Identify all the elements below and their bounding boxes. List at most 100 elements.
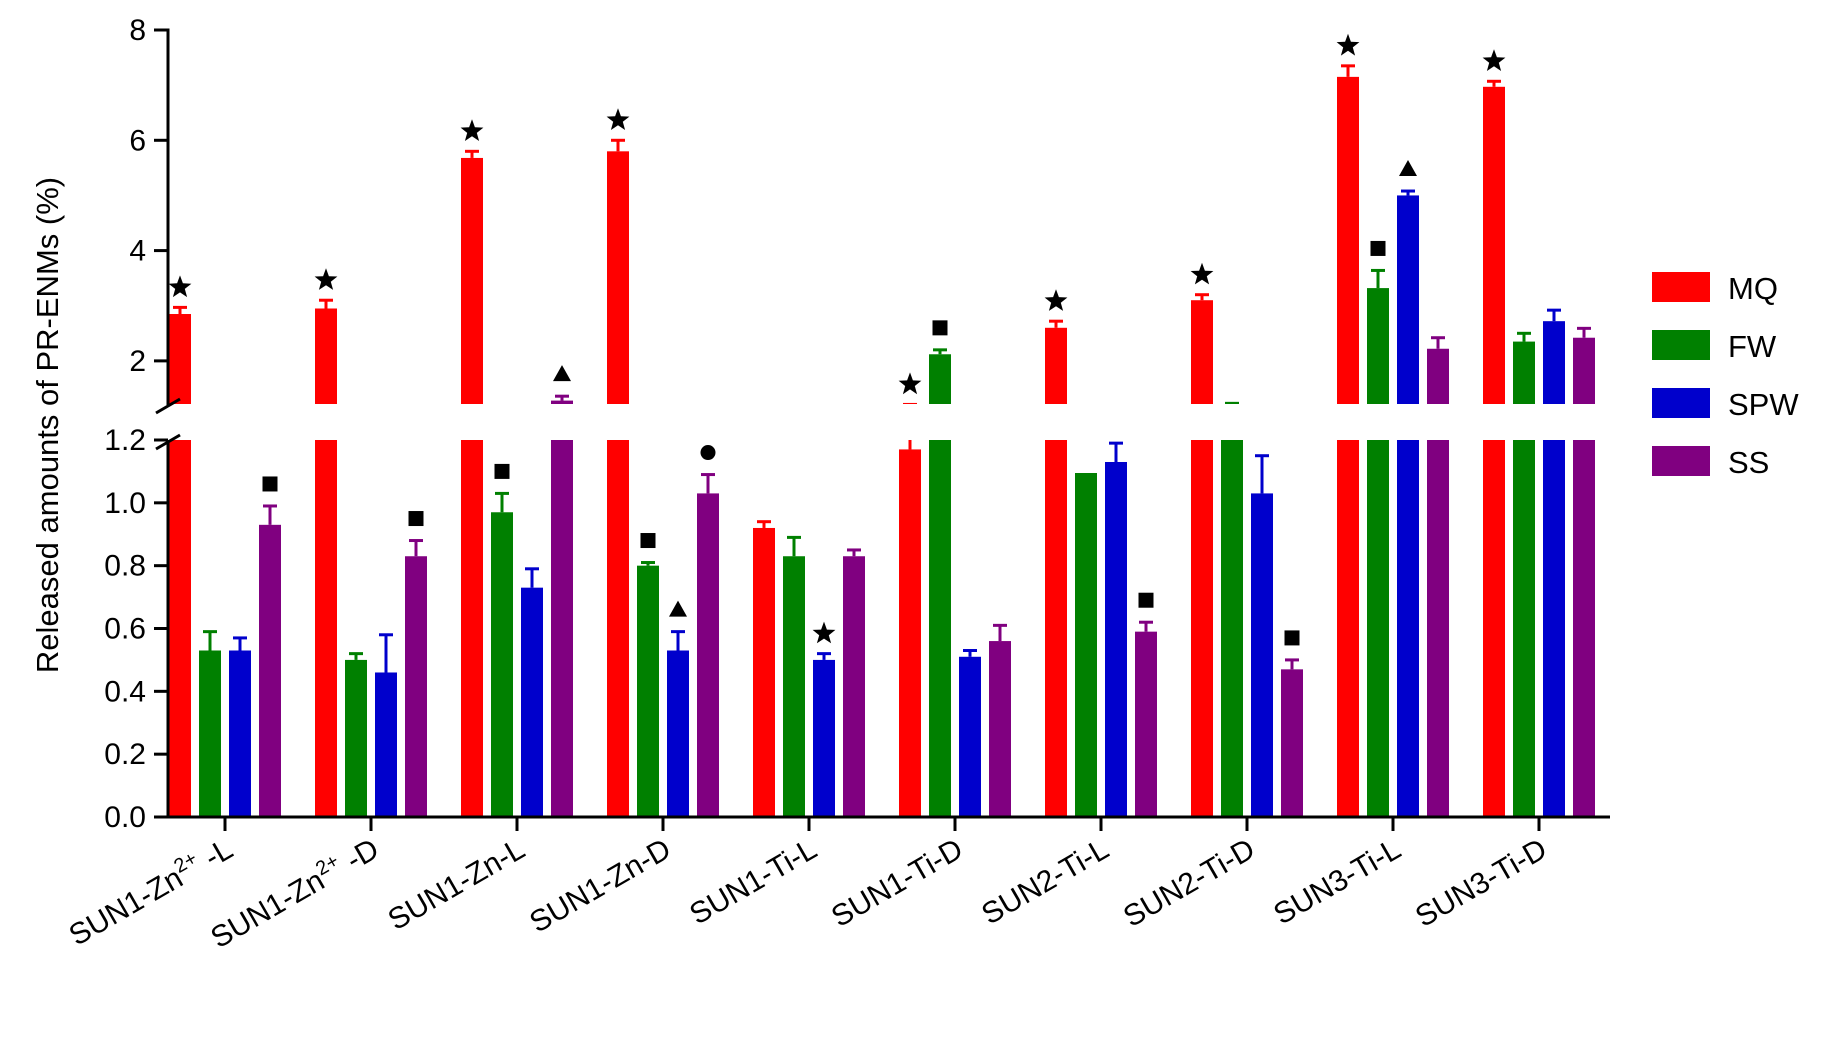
bar-fw-8 bbox=[1367, 288, 1389, 405]
marker-star-mq-1 bbox=[314, 268, 338, 290]
marker-triangle-spw-3 bbox=[669, 600, 687, 617]
marker-triangle-ss-2 bbox=[553, 365, 571, 382]
y-axis-title: Released amounts of PR-ENMs (%) bbox=[30, 177, 65, 673]
bar-spw-0 bbox=[229, 650, 251, 817]
y-tick-label-upper-3: 8 bbox=[129, 14, 146, 47]
bar-mq-0-lower bbox=[169, 440, 191, 817]
x-tick-label-9: SUN3-Ti-D bbox=[1410, 832, 1553, 933]
bar-ss-3 bbox=[697, 493, 719, 817]
legend-swatch-fw bbox=[1652, 330, 1710, 360]
y-tick-label-lower-1: 0.2 bbox=[104, 738, 146, 771]
bar-mq-7 bbox=[1191, 300, 1213, 405]
axis-break-gap bbox=[148, 404, 1610, 440]
marker-star-mq-6 bbox=[1044, 289, 1068, 311]
x-tick-label-6: SUN2-Ti-L bbox=[976, 832, 1114, 931]
bar-spw-9 bbox=[1543, 321, 1565, 405]
bar-mq-9 bbox=[1483, 86, 1505, 406]
marker-square-ss-1 bbox=[408, 511, 424, 527]
legend-label-ss: SS bbox=[1728, 445, 1769, 480]
marker-star-mq-9 bbox=[1482, 49, 1506, 71]
bar-mq-1-lower bbox=[315, 440, 337, 817]
bar-mq-0 bbox=[169, 314, 191, 405]
bar-mq-9-lower bbox=[1483, 440, 1505, 817]
bar-spw-6 bbox=[1105, 461, 1127, 817]
y-tick-label-upper-0: 2 bbox=[129, 345, 146, 378]
legend-label-fw: FW bbox=[1728, 329, 1777, 364]
bar-ss-4 bbox=[843, 556, 865, 817]
bar-mq-6 bbox=[1045, 327, 1067, 405]
bar-ss-2 bbox=[551, 400, 573, 405]
legend-label-mq: MQ bbox=[1728, 271, 1778, 306]
bar-mq-7-lower bbox=[1191, 440, 1213, 817]
marker-square-fw-2 bbox=[494, 463, 510, 479]
x-tick-label-5: SUN1-Ti-D bbox=[826, 832, 969, 933]
bar-ss-2-lower bbox=[551, 440, 573, 817]
bar-spw-3 bbox=[667, 650, 689, 817]
y-tick-label-lower-3: 0.6 bbox=[104, 613, 146, 646]
bar-mq-8 bbox=[1337, 76, 1359, 405]
x-tick-label-8: SUN3-Ti-L bbox=[1268, 832, 1406, 931]
bar-spw-8 bbox=[1397, 195, 1419, 405]
y-tick-label-lower-2: 0.4 bbox=[104, 675, 146, 708]
marker-star-mq-3 bbox=[606, 108, 630, 130]
marker-square-fw-3 bbox=[640, 533, 656, 549]
bar-ss-6 bbox=[1135, 631, 1157, 817]
bar-fw-8-lower bbox=[1367, 440, 1389, 817]
bar-ss-8 bbox=[1427, 348, 1449, 405]
bar-spw-5 bbox=[959, 656, 981, 817]
y-tick-label-upper-2: 6 bbox=[129, 124, 146, 157]
bar-spw-7 bbox=[1251, 493, 1273, 817]
bar-fw-6 bbox=[1075, 474, 1097, 817]
bar-spw-9-lower bbox=[1543, 440, 1565, 817]
marker-square-fw-8 bbox=[1370, 240, 1386, 256]
y-tick-label-lower-0: 0.0 bbox=[104, 801, 146, 834]
legend: MQ FW SPW SS bbox=[1652, 271, 1799, 480]
legend-label-spw: SPW bbox=[1728, 387, 1799, 422]
bar-fw-9 bbox=[1513, 341, 1535, 405]
marker-square-fw-5 bbox=[932, 320, 948, 336]
marker-star-mq-5 bbox=[898, 372, 922, 395]
bar-fw-9-lower bbox=[1513, 440, 1535, 817]
bar-mq-6-lower bbox=[1045, 440, 1067, 817]
y-tick-label-upper-1: 4 bbox=[129, 235, 146, 268]
y-tick-label-lower-5: 1.0 bbox=[104, 487, 146, 520]
bar-ss-0 bbox=[259, 524, 281, 817]
bars-layer bbox=[169, 64, 1595, 817]
bar-ss-9 bbox=[1573, 337, 1595, 405]
bar-fw-5 bbox=[929, 354, 951, 405]
legend-swatch-spw bbox=[1652, 388, 1710, 418]
bar-mq-4 bbox=[753, 527, 775, 817]
bar-mq-3-lower bbox=[607, 440, 629, 817]
marker-star-mq-0 bbox=[168, 275, 192, 298]
marker-star-mq-7 bbox=[1190, 262, 1214, 285]
bar-ss-8-lower bbox=[1427, 440, 1449, 817]
marker-star-mq-2 bbox=[460, 119, 484, 141]
bar-fw-3 bbox=[637, 565, 659, 817]
bar-fw-5-lower bbox=[929, 440, 951, 817]
bar-mq-5 bbox=[899, 449, 921, 817]
bar-spw-4 bbox=[813, 659, 835, 817]
bar-fw-7 bbox=[1221, 440, 1243, 817]
marker-square-ss-6 bbox=[1138, 592, 1154, 608]
y-tick-label-lower-6: 1.2 bbox=[104, 424, 146, 457]
bar-fw-4 bbox=[783, 556, 805, 817]
x-tick-label-7: SUN2-Ti-D bbox=[1118, 832, 1261, 933]
x-tick-label-4: SUN1-Ti-L bbox=[684, 832, 822, 931]
bar-fw-2 bbox=[491, 512, 513, 817]
legend-swatch-mq bbox=[1652, 272, 1710, 302]
x-tick-label-3: SUN1-Zn-D bbox=[524, 832, 676, 939]
significance-markers bbox=[168, 33, 1506, 646]
bar-fw-0 bbox=[199, 650, 221, 817]
bar-mq-8-lower bbox=[1337, 440, 1359, 817]
bar-mq-2 bbox=[461, 157, 483, 405]
marker-triangle-spw-8 bbox=[1399, 160, 1417, 177]
bar-mq-1 bbox=[315, 308, 337, 405]
bar-ss-5 bbox=[989, 641, 1011, 817]
bar-fw-1 bbox=[345, 659, 367, 817]
marker-circle-ss-3 bbox=[700, 445, 716, 461]
bar-ss-1 bbox=[405, 556, 427, 817]
break-mark-upper bbox=[155, 397, 181, 415]
bar-mq-2-lower bbox=[461, 440, 483, 817]
marker-square-ss-0 bbox=[262, 476, 278, 492]
legend-swatch-ss bbox=[1652, 446, 1710, 476]
